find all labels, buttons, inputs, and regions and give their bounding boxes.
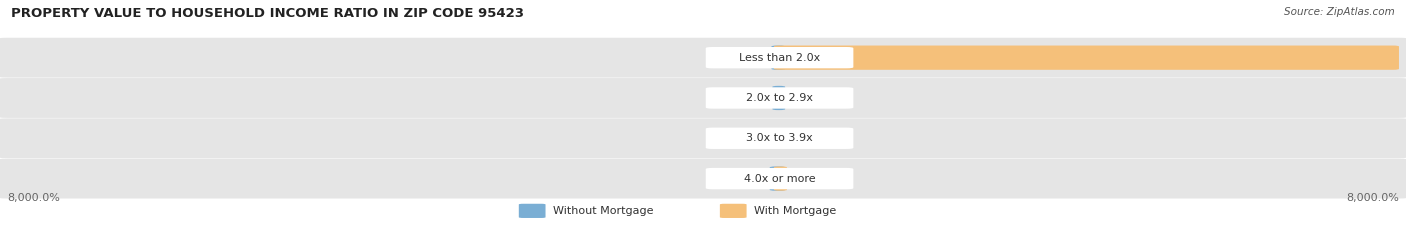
FancyBboxPatch shape — [706, 168, 853, 189]
Text: Source: ZipAtlas.com: Source: ZipAtlas.com — [1284, 7, 1395, 17]
FancyBboxPatch shape — [773, 166, 787, 191]
Text: 4.0x or more: 4.0x or more — [744, 174, 815, 184]
Text: 23.0%: 23.0% — [793, 174, 828, 184]
FancyBboxPatch shape — [0, 118, 1406, 158]
FancyBboxPatch shape — [0, 38, 1406, 78]
Text: PROPERTY VALUE TO HOUSEHOLD INCOME RATIO IN ZIP CODE 95423: PROPERTY VALUE TO HOUSEHOLD INCOME RATIO… — [11, 7, 524, 20]
FancyBboxPatch shape — [519, 204, 546, 218]
FancyBboxPatch shape — [772, 86, 785, 110]
Text: 8,000.0%: 8,000.0% — [7, 193, 60, 203]
Text: 2.0x to 2.9x: 2.0x to 2.9x — [747, 93, 813, 103]
Text: 8,000.0%: 8,000.0% — [1346, 193, 1399, 203]
Text: With Mortgage: With Mortgage — [754, 206, 835, 216]
Text: 16.0%: 16.0% — [735, 93, 770, 103]
Text: 3.0x to 3.9x: 3.0x to 3.9x — [747, 133, 813, 143]
Text: 26.1%: 26.1% — [734, 53, 770, 63]
Text: Less than 2.0x: Less than 2.0x — [740, 53, 820, 63]
Text: 43.9%: 43.9% — [733, 174, 768, 184]
FancyBboxPatch shape — [0, 159, 1406, 199]
Text: 11.7%: 11.7% — [735, 133, 772, 143]
Text: Without Mortgage: Without Mortgage — [553, 206, 652, 216]
FancyBboxPatch shape — [706, 87, 853, 109]
Text: 14.8%: 14.8% — [792, 133, 828, 143]
FancyBboxPatch shape — [720, 204, 747, 218]
FancyBboxPatch shape — [706, 47, 853, 68]
FancyBboxPatch shape — [773, 45, 1399, 70]
FancyBboxPatch shape — [706, 128, 853, 149]
FancyBboxPatch shape — [0, 78, 1406, 118]
FancyBboxPatch shape — [769, 166, 785, 191]
Text: 16.5%: 16.5% — [792, 93, 827, 103]
FancyBboxPatch shape — [772, 45, 785, 70]
